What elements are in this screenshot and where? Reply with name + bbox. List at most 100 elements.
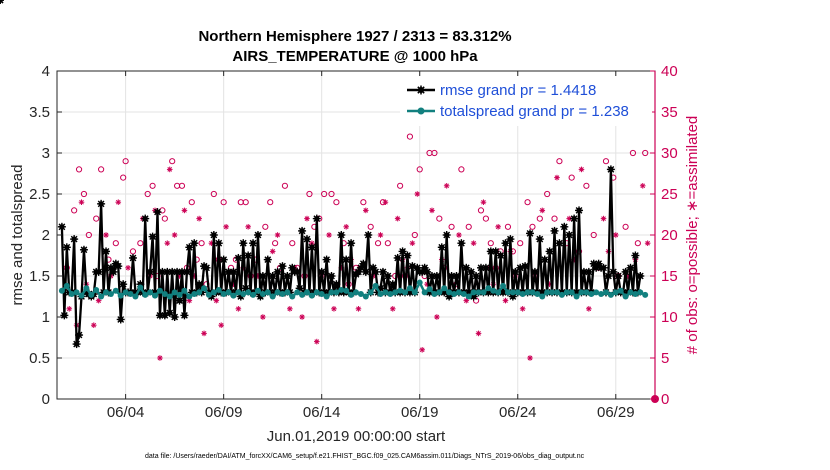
totalspread-point: [152, 292, 159, 299]
rmse-point: [62, 243, 71, 252]
rmse-point: [322, 255, 331, 264]
obs-possible-point: [321, 190, 328, 198]
obs-assimilated-point: [115, 199, 122, 205]
obs-assimilated-point: [419, 346, 425, 353]
obs-assimilated-point: [443, 183, 450, 189]
totalspread-point: [313, 289, 320, 296]
obs-possible-point: [517, 240, 524, 247]
rmse-point: [511, 267, 520, 276]
rmse-point: [219, 255, 228, 264]
totalspread-point: [475, 289, 482, 296]
obs-possible-point: [149, 182, 156, 189]
right-axis-ticks: 0 5 10 15 20 25 30 35 40: [650, 63, 678, 408]
y-tick-label-2: 1: [42, 309, 50, 326]
obs-assimilated-point: [429, 207, 435, 214]
obs-possible-point: [262, 223, 269, 230]
totalspread-point: [588, 291, 595, 298]
rmse-point: [307, 243, 316, 252]
totalspread-point: [539, 293, 546, 300]
rmse-point: [94, 267, 103, 276]
right-tick-label-0: 0: [661, 391, 669, 408]
totalspread-point: [509, 289, 516, 296]
rmse-point: [209, 231, 218, 239]
rmse-point: [476, 263, 485, 272]
obs-possible-point: [622, 223, 629, 230]
obs-assimilated-point: [612, 232, 619, 238]
rmse-point: [190, 239, 199, 248]
totalspread-point: [269, 293, 276, 300]
totalspread-point: [470, 289, 477, 296]
obs-assimilated-point: [363, 207, 369, 214]
totalspread-point: [318, 291, 325, 298]
obs-possible-point: [477, 207, 485, 214]
totalspread-point: [382, 289, 389, 296]
totalspread-point: [107, 291, 114, 298]
rmse-point: [180, 311, 189, 320]
legend-spread-marker: [417, 107, 425, 115]
obs-assimilated-point: [235, 305, 242, 312]
y-tick-label-7: 3.5: [29, 104, 50, 121]
obs-assimilated-point: [166, 166, 173, 173]
rmse-point: [128, 253, 137, 262]
totalspread-point: [161, 291, 168, 298]
right-axis-label: # of obs: o=possible; ∗=assimilated: [684, 116, 701, 355]
right-tick-label-7: 35: [661, 104, 678, 121]
totalspread-point: [63, 282, 70, 289]
obs-possible-point: [416, 166, 423, 173]
totalspread-point: [171, 289, 178, 296]
obs-possible-point: [198, 240, 205, 247]
totalspread-point: [338, 286, 345, 293]
totalspread-point: [73, 289, 80, 296]
totalspread-point: [68, 291, 75, 298]
totalspread-point: [294, 289, 301, 296]
totalspread-point: [568, 289, 575, 296]
totalspread-point: [357, 291, 364, 298]
rmse-point: [560, 222, 569, 231]
rmse-point: [102, 247, 111, 256]
obs-possible-point: [360, 199, 367, 206]
legend-spread-label: totalspread grand pr = 1.238: [440, 103, 629, 120]
totalspread-point: [397, 287, 404, 294]
rmse-point: [182, 267, 191, 276]
totalspread-point: [284, 289, 291, 296]
totalspread-point: [191, 291, 198, 298]
x-tick-label-1: 06/09: [205, 404, 243, 421]
rmse-point: [540, 255, 549, 264]
rmse-point: [114, 262, 123, 271]
right-tick-label-1: 5: [661, 350, 669, 367]
rmse-point: [57, 222, 66, 231]
obs-assimilated-point: [355, 305, 362, 312]
obs-possible-point: [431, 149, 438, 157]
obs-assimilated-point: [539, 207, 546, 214]
obs-possible-point: [634, 240, 641, 247]
totalspread-point: [103, 289, 110, 296]
rmse-point: [158, 267, 167, 276]
y-axis-ticks: 0 0.5 1 1.5 2 2.5 3 3.5 4: [29, 63, 62, 408]
right-tick-label-5: 25: [661, 186, 678, 203]
rmse-point: [364, 231, 373, 239]
obs-assimilated-point: [519, 305, 526, 312]
legend-rmse-marker: [416, 85, 426, 95]
rmse-point: [570, 214, 579, 223]
obs-possible-point: [487, 240, 494, 247]
obs-assimilated-point: [269, 248, 276, 255]
obs-possible-point: [536, 215, 543, 222]
rmse-point: [545, 247, 554, 256]
totalspread-point: [323, 293, 330, 300]
obs-assimilated-point: [578, 166, 585, 173]
y-tick-label-8: 4: [42, 63, 50, 80]
obs-possible-point: [458, 166, 465, 173]
totalspread-point: [534, 291, 541, 298]
obs-assimilated-point: [304, 215, 310, 222]
y-tick-label-1: 0.5: [29, 350, 50, 367]
rmse-point: [506, 235, 515, 244]
totalspread-point: [504, 289, 511, 296]
rmse-point: [195, 280, 204, 289]
totalspread-point: [250, 291, 257, 298]
rmse-point: [119, 280, 128, 289]
obs-possible-point: [551, 215, 558, 222]
obs-possible-point: [75, 166, 83, 173]
obs-assimilated-point: [218, 322, 225, 329]
obs-assimilated-point: [600, 215, 607, 222]
obs-assimilated-point: [639, 183, 646, 189]
